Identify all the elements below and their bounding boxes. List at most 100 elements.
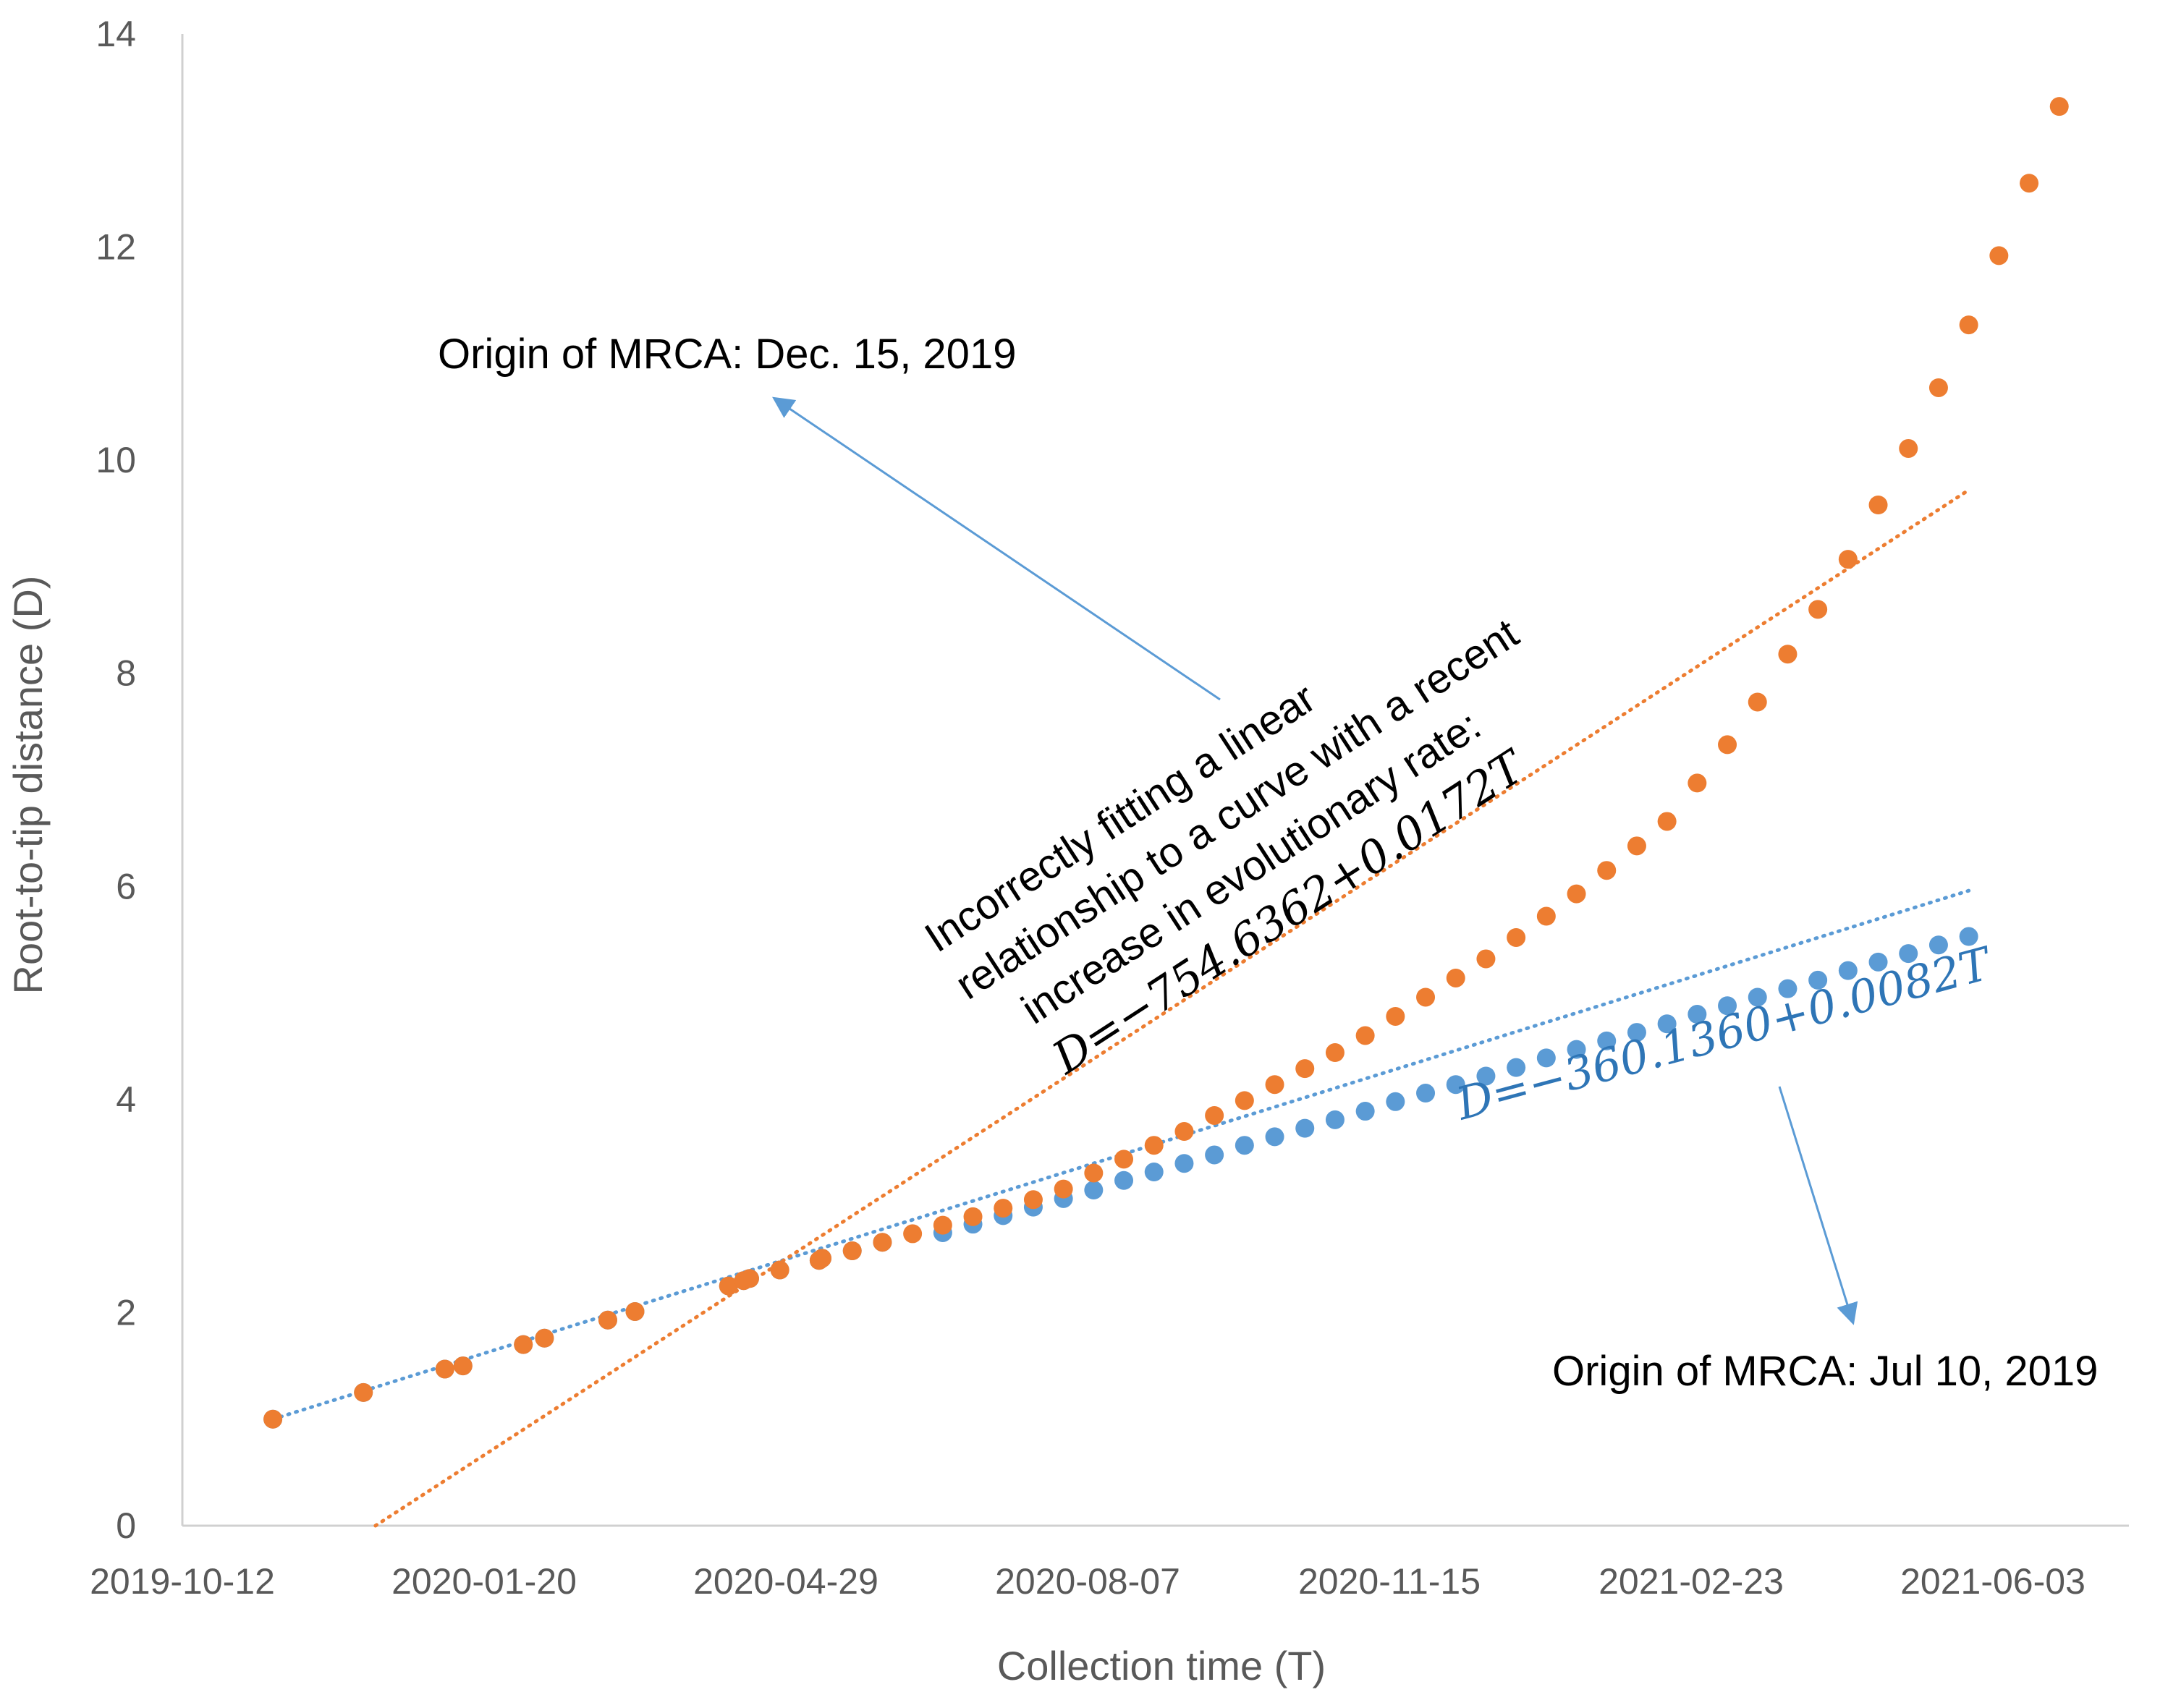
x-tick-label: 2020-11-15	[1298, 1561, 1481, 1602]
orange-point	[1386, 1006, 1405, 1026]
orange-point	[1355, 1026, 1375, 1045]
orange-point	[994, 1199, 1013, 1218]
orange-point	[1567, 884, 1586, 904]
x-tick-label: 2020-01-20	[391, 1561, 577, 1602]
blue-point	[1114, 1170, 1134, 1190]
blue-point	[1446, 1075, 1465, 1095]
blue-point	[1507, 1058, 1526, 1077]
orange-point	[1959, 315, 1978, 335]
y-tick-labels: 0 2 4 6 8 10 12 14	[96, 14, 136, 1546]
orange-point	[963, 1207, 983, 1226]
blue-point	[1778, 979, 1798, 998]
orange-point	[1446, 968, 1465, 987]
orange-point	[1295, 1059, 1315, 1079]
orange-point	[1205, 1105, 1224, 1125]
blue-point	[1386, 1092, 1405, 1111]
orange-point	[1144, 1136, 1164, 1155]
orange-point	[1899, 438, 1918, 458]
orange-point	[1928, 378, 1948, 397]
orange-point	[1023, 1190, 1043, 1210]
orange-point	[813, 1249, 832, 1268]
y-tick-label: 4	[116, 1079, 136, 1120]
orange-point	[1868, 496, 1888, 515]
y-tick-label: 6	[116, 866, 136, 906]
orange-point	[842, 1241, 862, 1261]
blue-point	[1868, 952, 1888, 972]
data-series	[263, 97, 2069, 1429]
orange-point	[2020, 174, 2039, 193]
blue-point	[1627, 1023, 1646, 1042]
orange-point	[354, 1382, 373, 1402]
orange-point	[1536, 906, 1556, 926]
orange-point	[1174, 1122, 1194, 1142]
x-tick-labels: 2019-10-12 2020-01-20 2020-04-29 2020-08-07…	[90, 1561, 2086, 1602]
orange-point	[1597, 861, 1617, 880]
blue-point	[1567, 1040, 1586, 1059]
orange-point	[740, 1269, 759, 1288]
orange-point	[1748, 692, 1767, 712]
orange-point	[1476, 949, 1496, 969]
orange-point	[1054, 1179, 1073, 1199]
blue-point	[1899, 944, 1918, 964]
y-tick-label: 14	[96, 14, 136, 54]
x-tick-label: 2020-04-29	[693, 1561, 878, 1602]
orange-point	[1808, 600, 1828, 619]
orange-point	[933, 1215, 952, 1235]
orange-point	[770, 1260, 789, 1280]
orange-point	[535, 1328, 554, 1348]
blue-point	[1416, 1084, 1436, 1103]
orange-point	[1778, 645, 1798, 664]
fit-note: Incorrectly fitting a linear relationshi…	[917, 610, 1536, 1084]
x-axis-title: Collection time (T)	[997, 1643, 1326, 1688]
orange-point	[1989, 246, 2009, 265]
orange-point	[719, 1276, 738, 1296]
orange-point	[1416, 987, 1436, 1007]
orange-point	[1657, 812, 1677, 831]
blue-trendline	[271, 888, 1971, 1422]
orange-point	[1838, 550, 1858, 569]
blue-point	[1838, 961, 1858, 980]
blue-point	[1174, 1154, 1194, 1173]
plot-area	[181, 34, 2129, 1527]
annotation-top-origin: Origin of MRCA: Dec. 15, 2019	[438, 331, 1016, 378]
orange-point	[1507, 927, 1526, 947]
annotation-bottom-arrow	[1778, 1086, 1858, 1325]
blue-point	[1084, 1181, 1104, 1200]
blue-point	[1325, 1110, 1345, 1129]
trendlines	[271, 488, 1971, 1528]
orange-point	[903, 1224, 923, 1244]
orange-point	[598, 1310, 617, 1330]
x-tick-label: 2021-02-23	[1599, 1561, 1784, 1602]
orange-point	[1325, 1043, 1345, 1063]
blue-point	[1657, 1014, 1677, 1034]
blue-point	[1597, 1031, 1617, 1050]
annotation-bottom-origin: Origin of MRCA: Jul 10, 2019	[1552, 1348, 2098, 1395]
blue-point	[1688, 1005, 1707, 1024]
orange-point	[514, 1335, 533, 1354]
x-tick-label: 2021-06-03	[1900, 1561, 2086, 1602]
blue-point	[1235, 1136, 1254, 1155]
blue-point	[1205, 1145, 1224, 1165]
y-tick-label: 8	[116, 653, 136, 694]
orange-point	[1688, 773, 1707, 793]
orange-point	[1114, 1150, 1134, 1169]
blue-point	[1959, 927, 1978, 946]
x-tick-label: 2020-08-07	[995, 1561, 1180, 1602]
blue-point	[1748, 987, 1767, 1007]
blue-point	[1265, 1127, 1284, 1147]
orange-point	[625, 1301, 645, 1321]
blue-point	[1476, 1066, 1496, 1086]
y-tick-label: 10	[96, 440, 136, 480]
orange-point	[263, 1409, 283, 1429]
blue-point	[1718, 996, 1737, 1016]
orange-point	[1627, 836, 1646, 856]
orange-trendline	[373, 488, 1971, 1528]
blue-point	[1144, 1163, 1164, 1182]
orange-point	[1265, 1075, 1284, 1095]
orange-point	[1235, 1091, 1254, 1110]
blue-point	[1295, 1118, 1315, 1138]
blue-point	[1808, 970, 1828, 990]
x-tick-label: 2019-10-12	[90, 1561, 275, 1602]
y-tick-label: 0	[116, 1505, 136, 1546]
